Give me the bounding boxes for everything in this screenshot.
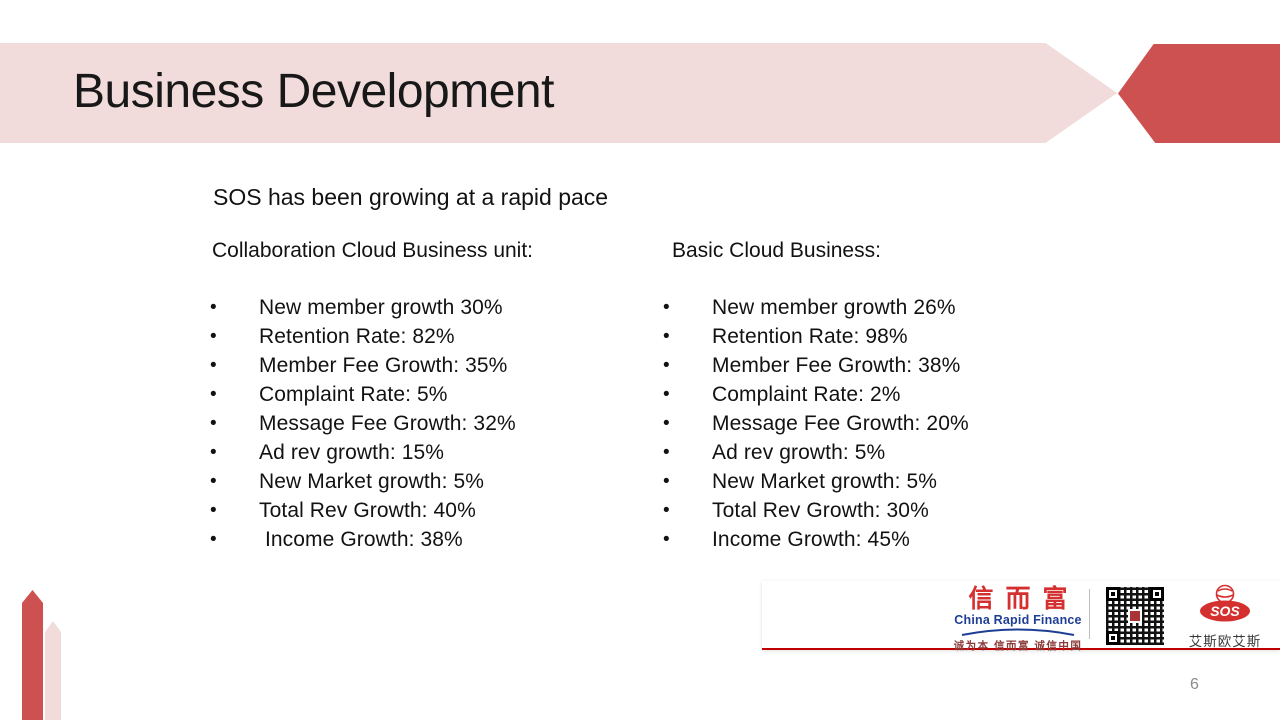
list-item: • Message Fee Growth: 20% [663,411,969,435]
bullet-icon: • [663,499,670,521]
list-item: • Income Growth: 45% [663,527,910,551]
page-number: 6 [1190,676,1199,693]
sos-chinese-name: 艾斯欧艾斯 [1188,634,1262,649]
bullet-icon: • [663,412,670,434]
bullet-icon: • [210,412,217,434]
list-item: • Message Fee Growth: 32% [210,411,516,435]
sos-globe-icon: SOS [1200,584,1250,622]
bullet-icon: • [210,499,217,521]
right-bullet-list: • New member growth 26% • Retention Rate: … [663,293,969,554]
decorative-arrow-red [22,590,43,720]
footer-logo-strip: 信而富 China Rapid Finance 诚为本 信而富 诚信中国 SOS… [762,581,1280,653]
bullet-icon: • [663,470,670,492]
footer-divider [1089,589,1090,639]
bullet-icon: • [210,354,217,376]
china-rapid-finance-logo: 信而富 China Rapid Finance 诚为本 信而富 诚信中国 [945,586,1091,653]
qr-finder-icon [1106,587,1120,601]
bullet-icon: • [210,441,217,463]
crf-arc-icon [961,628,1075,637]
bullet-icon: • [663,296,670,318]
bullet-icon: • [210,325,217,347]
qr-finder-icon [1106,631,1120,645]
list-item: • Complaint Rate: 2% [663,382,901,406]
list-item: • Total Rev Growth: 30% [663,498,929,522]
list-item: • Retention Rate: 82% [210,324,455,348]
list-item: • Retention Rate: 98% [663,324,908,348]
bullet-icon: • [663,441,670,463]
bullet-icon: • [663,325,670,347]
qr-finder-icon [1150,587,1164,601]
bullet-icon: • [210,296,217,318]
sos-logo: SOS 艾斯欧艾斯 [1182,584,1268,650]
left-bullet-list: • New member growth 30% • Retention Rate: … [210,293,516,554]
list-item: • Complaint Rate: 5% [210,382,448,406]
list-item: • Total Rev Growth: 40% [210,498,476,522]
header-band [0,43,1117,143]
bullet-icon: • [663,528,670,550]
page-title: Business Development [73,65,554,118]
list-item: • Ad rev growth: 15% [210,440,445,464]
list-item: • Ad rev growth: 5% [663,440,886,464]
bullet-icon: • [210,383,217,405]
crf-tagline: 诚为本 信而富 诚信中国 [953,640,1083,653]
list-item: • Income Growth: 38% [210,527,463,551]
bullet-icon: • [210,528,217,550]
bullet-icon: • [210,470,217,492]
list-item: • New member growth 26% [663,295,956,319]
list-item: • New member growth 30% [210,295,503,319]
sos-logo-text: SOS [1210,603,1240,619]
bullet-icon: • [663,354,670,376]
crf-english-name: China Rapid Finance [954,613,1082,628]
header-chevron-shape [1118,44,1280,143]
right-column-heading: Basic Cloud Business: [672,239,881,262]
list-item: • Member Fee Growth: 35% [210,353,508,377]
qr-code-image [1106,587,1164,645]
bullet-icon: • [663,383,670,405]
left-column-heading: Collaboration Cloud Business unit: [212,239,534,262]
list-item: • New Market growth: 5% [210,469,485,493]
list-item: • New Market growth: 5% [663,469,938,493]
list-item: • Member Fee Growth: 38% [663,353,961,377]
crf-chinese-name: 信而富 [968,585,1080,613]
decorative-arrow-pink [45,621,61,720]
slide-subtitle: SOS has been growing at a rapid pace [213,184,609,210]
qr-center-badge [1128,609,1142,623]
